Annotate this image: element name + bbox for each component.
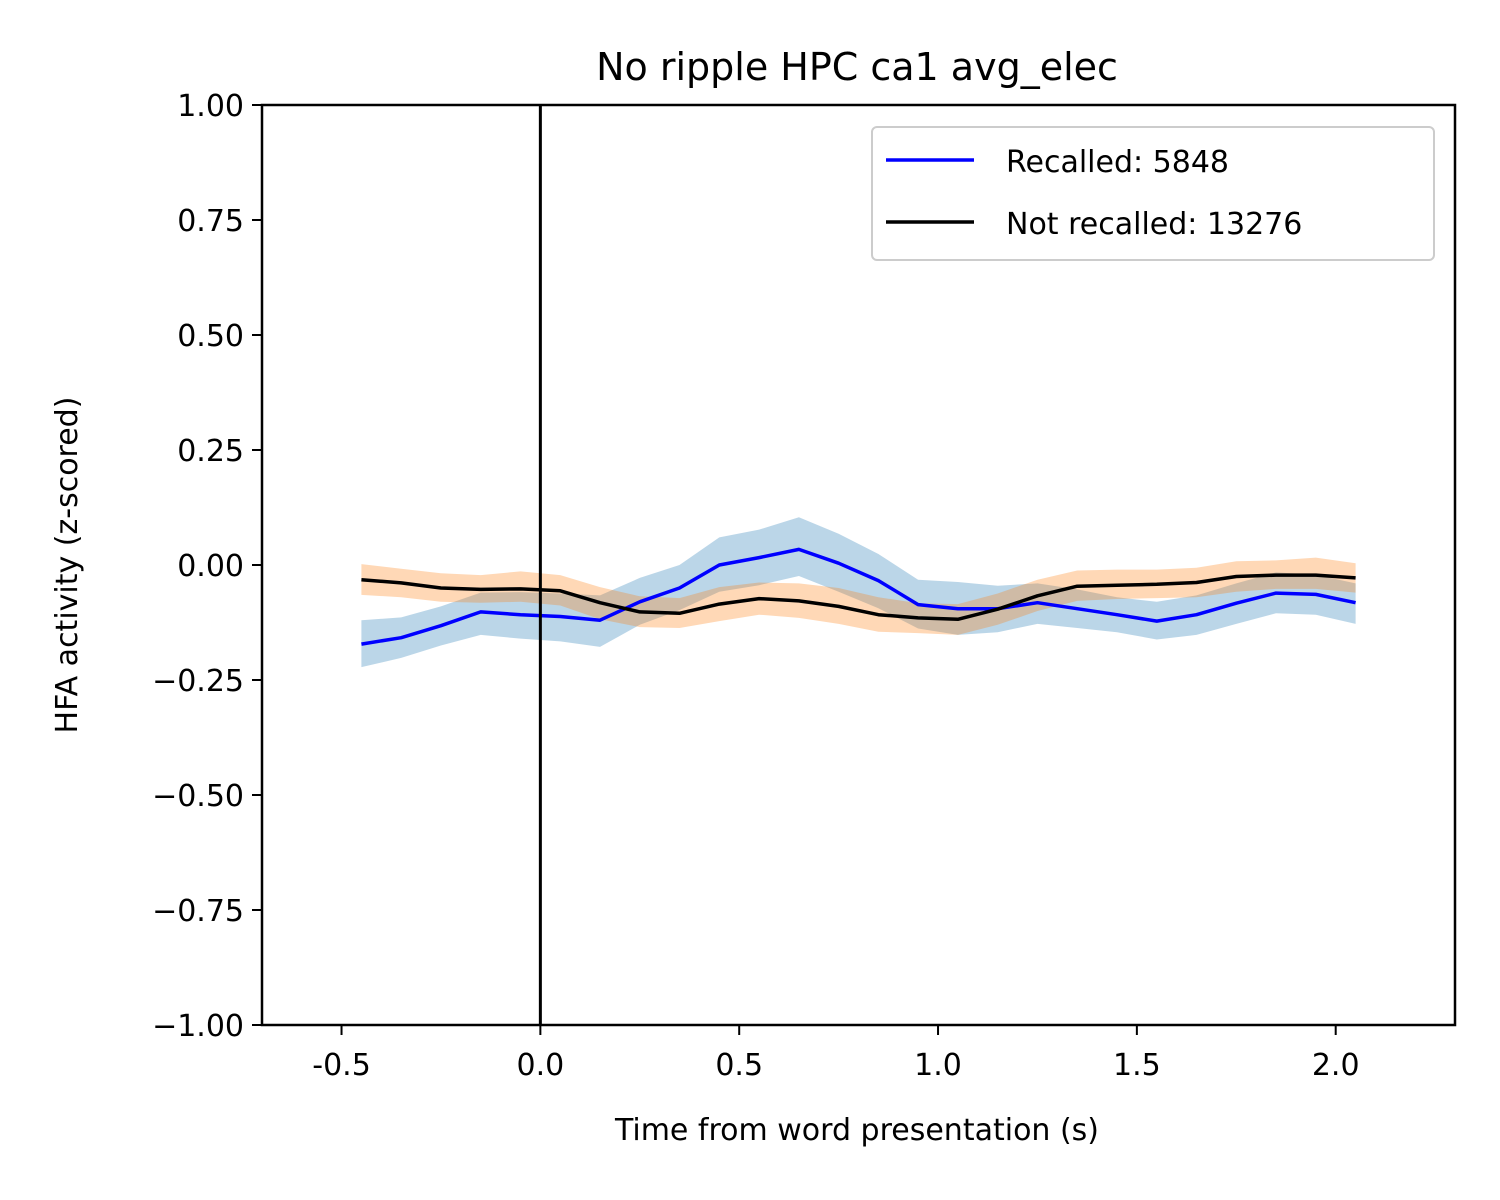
y-tick-label: 0.00 bbox=[177, 549, 244, 584]
x-tick-label: 0.5 bbox=[715, 1048, 763, 1083]
x-tick-label: 1.0 bbox=[914, 1048, 962, 1083]
y-tick-label: −0.25 bbox=[152, 664, 244, 699]
series-line-recalled bbox=[361, 547, 1356, 646]
x-tick-label: 1.5 bbox=[1113, 1048, 1161, 1083]
x-tick-label: -0.5 bbox=[312, 1048, 371, 1083]
x-tick-label: 2.0 bbox=[1312, 1048, 1360, 1083]
x-axis-ticks: -0.5 0.0 0.5 1.0 1.5 2.0 bbox=[312, 1025, 1360, 1083]
y-tick-label: 0.25 bbox=[177, 434, 244, 469]
y-tick-label: −0.75 bbox=[152, 894, 244, 929]
y-axis-label: HFA activity (z-scored) bbox=[50, 397, 85, 734]
x-axis-label: Time from word presentation (s) bbox=[614, 1113, 1099, 1148]
series-line-not-recalled bbox=[361, 573, 1356, 622]
legend-label-not-recalled: Not recalled: 13276 bbox=[1006, 207, 1302, 242]
y-tick-label: −1.00 bbox=[152, 1009, 244, 1044]
y-tick-label: −0.50 bbox=[152, 779, 244, 814]
chart-title: No ripple HPC ca1 avg_elec bbox=[596, 45, 1118, 89]
y-tick-label: 1.00 bbox=[177, 89, 244, 124]
confidence-band-recalled bbox=[361, 517, 1356, 668]
y-axis-ticks: 1.00 0.75 0.50 0.25 0.00 −0.25 −0.50 −0.75 −1.00 bbox=[152, 89, 262, 1044]
legend: Recalled: 5848 Not recalled: 13276 bbox=[871, 126, 1435, 261]
legend-box bbox=[871, 126, 1435, 261]
y-tick-label: 0.50 bbox=[177, 319, 244, 354]
x-tick-label: 0.0 bbox=[517, 1048, 565, 1083]
series-lines bbox=[361, 547, 1356, 646]
legend-label-recalled: Recalled: 5848 bbox=[1006, 145, 1229, 180]
y-tick-label: 0.75 bbox=[177, 204, 244, 239]
